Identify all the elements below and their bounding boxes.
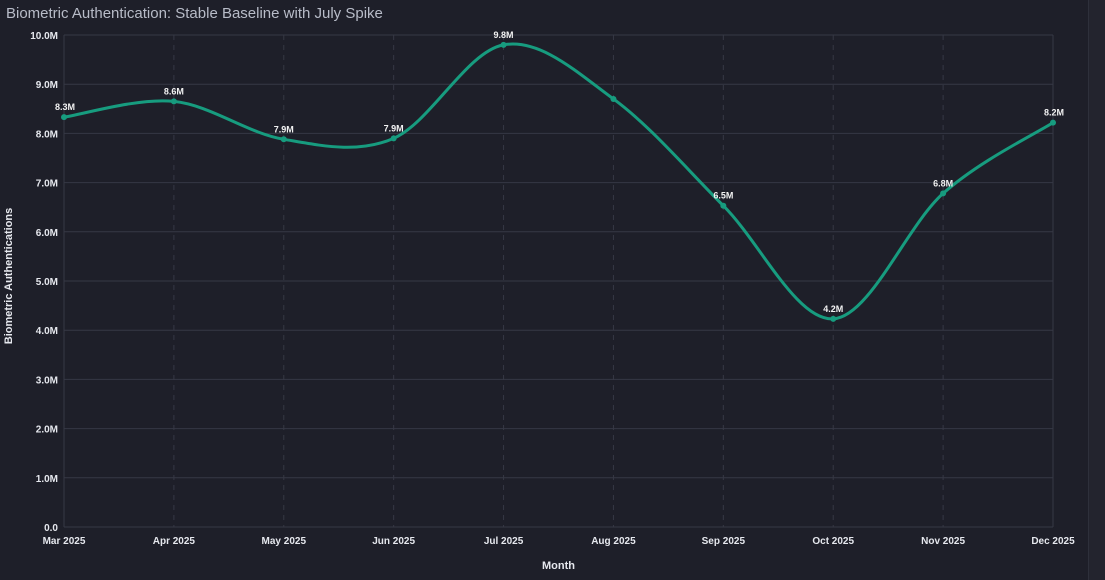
x-tick-label: Aug 2025 <box>591 536 636 547</box>
grid <box>63 34 1054 528</box>
data-point[interactable] <box>830 315 837 322</box>
y-axis-label: Biometric Authentications <box>3 208 15 345</box>
x-tick-label: Nov 2025 <box>921 536 965 547</box>
x-tick-label: Mar 2025 <box>43 536 86 547</box>
x-tick-label: Sep 2025 <box>702 536 746 547</box>
x-axis-ticks: Mar 2025 Apr 2025 May 2025 Jun 2025 Jul 2025… <box>43 536 1076 547</box>
data-label: 6.5M <box>713 191 733 201</box>
x-axis-label: Month <box>542 560 575 572</box>
data-label: 8.6M <box>164 86 184 96</box>
x-tick-label: Dec 2025 <box>1031 536 1075 547</box>
series-line <box>62 42 1055 321</box>
data-label: 9.8M <box>494 30 514 40</box>
data-label: 8.2M <box>1044 108 1064 118</box>
data-point[interactable] <box>61 114 67 121</box>
data-label: 7.9M <box>384 123 404 133</box>
y-tick-label: 0.0 <box>44 523 58 534</box>
data-point[interactable] <box>720 202 727 209</box>
data-point[interactable] <box>280 136 287 143</box>
data-label: 4.2M <box>823 304 843 314</box>
data-point[interactable] <box>170 98 177 105</box>
y-tick-label: 5.0M <box>36 277 58 288</box>
x-tick-label: Apr 2025 <box>153 536 196 547</box>
y-tick-label: 6.0M <box>36 228 58 239</box>
data-labels: 8.3M 8.6M 7.9M 7.9M 9.8M 6.5M 4.2M 6.8M 8.2M <box>55 30 1064 314</box>
x-tick-label: Jun 2025 <box>372 536 415 547</box>
chart-title: Biometric Authentication: Stable Baselin… <box>6 5 383 22</box>
y-tick-label: 10.0M <box>30 31 58 42</box>
y-axis-ticks: 0.0 1.0M 2.0M 3.0M 4.0M 5.0M 6.0M 7.0M 8.0M 9.0M 1… <box>30 31 58 534</box>
y-tick-label: 9.0M <box>36 80 58 91</box>
y-tick-label: 8.0M <box>36 129 58 140</box>
data-points <box>61 41 1056 322</box>
x-tick-label: May 2025 <box>262 536 307 547</box>
data-point[interactable] <box>610 95 617 102</box>
y-tick-label: 7.0M <box>36 179 58 190</box>
data-label: 7.9M <box>274 124 294 134</box>
data-label: 8.3M <box>55 102 75 112</box>
y-tick-label: 4.0M <box>36 326 58 337</box>
data-point[interactable] <box>1050 119 1056 126</box>
y-tick-label: 1.0M <box>36 474 58 485</box>
x-tick-label: Oct 2025 <box>812 536 854 547</box>
scrollbar-track[interactable] <box>1088 0 1105 580</box>
y-tick-label: 3.0M <box>36 375 58 386</box>
data-point[interactable] <box>500 41 507 48</box>
data-point[interactable] <box>940 190 947 197</box>
data-point[interactable] <box>390 135 397 142</box>
y-tick-label: 2.0M <box>36 425 58 436</box>
x-tick-label: Jul 2025 <box>484 536 524 547</box>
data-label: 6.8M <box>933 178 953 188</box>
